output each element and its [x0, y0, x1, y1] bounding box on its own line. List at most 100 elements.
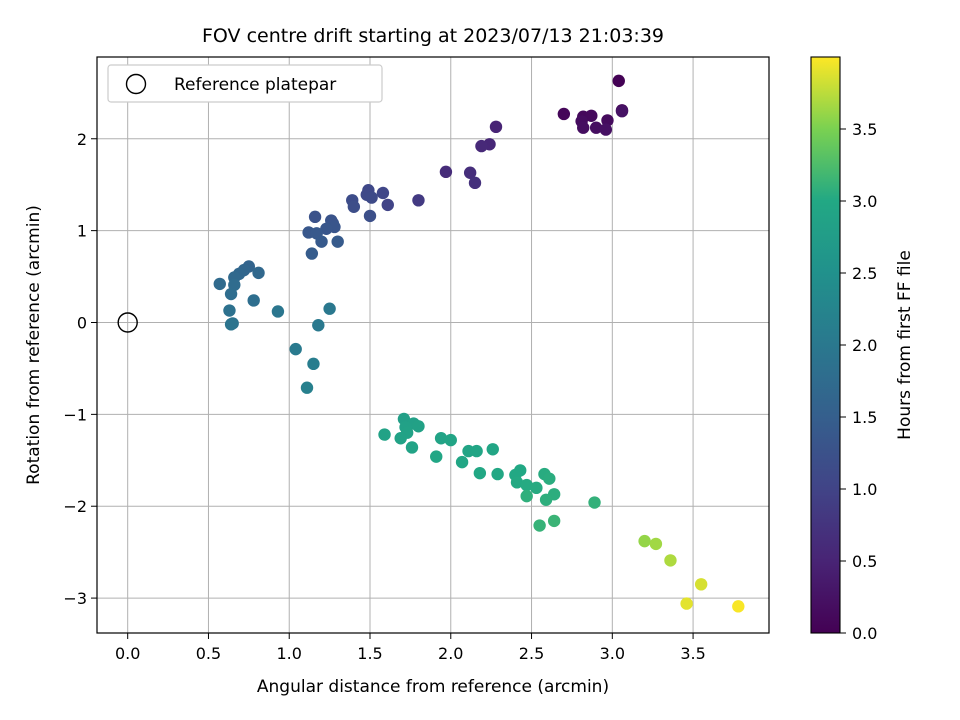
data-point — [520, 489, 533, 503]
data-point — [589, 121, 603, 134]
data-point — [577, 121, 590, 134]
data-point — [312, 319, 325, 332]
data-point — [271, 305, 285, 318]
data-point — [694, 578, 708, 591]
data-point — [247, 294, 260, 307]
data-point — [470, 444, 483, 458]
data-point — [444, 433, 457, 447]
colorbar-tick-label: 1.5 — [852, 408, 877, 427]
x-tick-label: 3.0 — [600, 644, 625, 663]
data-point — [615, 105, 629, 118]
data-point — [363, 209, 377, 223]
colorbar: 0.0 0.5 1.0 1.5 2.0 2.5 3.0 3.5 Hours from firs… — [810, 56, 915, 643]
data-point — [520, 478, 533, 492]
data-point — [223, 304, 236, 317]
data-point — [547, 514, 561, 528]
data-point — [412, 420, 425, 433]
data-point — [732, 600, 745, 613]
legend-label-reference: Reference platepar — [174, 75, 336, 95]
data-point — [300, 381, 314, 394]
data-point — [463, 166, 477, 179]
data-point — [289, 342, 302, 356]
data-point — [252, 266, 265, 280]
data-point — [455, 455, 469, 469]
data-point — [376, 186, 390, 200]
data-point — [638, 534, 651, 548]
x-axis-ticks: 0.0 0.5 1.0 1.5 2.0 2.5 3.0 3.5 — [115, 633, 706, 663]
colorbar-tick-label: 3.0 — [852, 192, 877, 211]
colorbar-tick-label: 0.5 — [852, 552, 877, 571]
y-tick-label: −2 — [63, 497, 87, 516]
data-point — [475, 139, 488, 153]
colorbar-tick-label: 0.0 — [852, 624, 877, 643]
reference-point — [117, 312, 138, 333]
y-tick-label: −3 — [63, 589, 87, 608]
colorbar-tick-label: 2.0 — [852, 336, 877, 355]
data-point — [320, 222, 333, 235]
data-point — [305, 247, 319, 260]
data-point — [489, 120, 503, 134]
data-point — [307, 357, 320, 371]
data-point — [491, 467, 504, 481]
x-tick-label: 0.0 — [115, 644, 140, 663]
data-point — [680, 597, 693, 610]
x-tick-label: 1.0 — [277, 644, 302, 663]
data-point — [378, 428, 391, 441]
data-point — [588, 496, 601, 509]
data-point — [381, 198, 394, 212]
x-tick-label: 3.5 — [680, 644, 705, 663]
data-point — [612, 74, 625, 88]
data-point — [347, 200, 361, 213]
data-point — [599, 123, 613, 136]
data-point — [539, 493, 553, 506]
colorbar-gradient — [811, 57, 840, 633]
x-axis-label: Angular distance from reference (arcmin) — [257, 677, 609, 697]
legend-marker-reference — [125, 73, 147, 95]
y-tick-label: 2 — [77, 130, 87, 149]
data-point — [486, 443, 499, 456]
y-axis-ticks: −3 −2 −1 0 1 2 — [63, 130, 97, 608]
plot-frame — [96, 56, 770, 634]
y-tick-label: −1 — [63, 405, 87, 424]
data-point — [412, 194, 425, 207]
y-tick-label: 0 — [77, 313, 87, 332]
x-tick-label: 2.0 — [438, 644, 463, 663]
data-point — [533, 519, 546, 532]
data-point — [664, 554, 677, 567]
x-tick-label: 1.5 — [357, 644, 382, 663]
data-point — [405, 441, 419, 454]
data-point — [468, 176, 482, 190]
data-point — [331, 235, 344, 248]
y-tick-label: 1 — [77, 222, 87, 241]
data-point — [430, 450, 443, 463]
data-point — [439, 165, 453, 179]
data-points — [117, 74, 745, 613]
colorbar-ticks: 0.0 0.5 1.0 1.5 2.0 2.5 3.0 3.5 — [840, 120, 877, 643]
x-tick-label: 2.5 — [519, 644, 544, 663]
data-point — [510, 476, 524, 489]
data-point — [308, 210, 322, 224]
y-axis-label: Rotation from reference (arcmin) — [24, 205, 44, 485]
data-point — [365, 191, 378, 204]
colorbar-tick-label: 2.5 — [852, 264, 877, 283]
grid-lines — [97, 57, 769, 633]
data-point — [434, 432, 448, 445]
data-point — [323, 302, 336, 315]
colorbar-tick-label: 1.0 — [852, 480, 877, 499]
legend-box — [107, 64, 383, 103]
legend: Reference platepar — [107, 64, 383, 103]
data-point — [315, 235, 328, 248]
data-point — [213, 277, 226, 291]
data-point — [473, 466, 487, 480]
data-point — [585, 109, 598, 122]
data-point — [543, 472, 556, 485]
data-point — [557, 107, 571, 121]
chart-title: FOV centre drift starting at 2023/07/13 … — [202, 25, 664, 47]
x-tick-label: 0.5 — [196, 644, 221, 663]
data-point — [530, 481, 543, 495]
data-point — [649, 537, 663, 551]
data-point — [394, 432, 407, 445]
colorbar-label: Hours from first FF file — [895, 250, 915, 440]
